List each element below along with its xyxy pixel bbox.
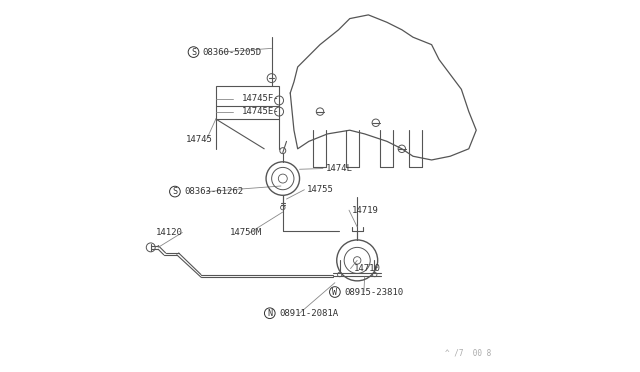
Text: 14710: 14710	[353, 264, 380, 273]
Text: 14745E-: 14745E-	[242, 107, 280, 116]
Text: N: N	[268, 309, 272, 318]
Text: 14745F-: 14745F-	[242, 94, 280, 103]
Text: 08911-2081A: 08911-2081A	[279, 309, 338, 318]
Bar	[216, 86, 279, 119]
Text: 14755: 14755	[307, 185, 334, 194]
Text: 14745: 14745	[186, 135, 213, 144]
Text: S: S	[191, 48, 196, 57]
Text: 1474L: 1474L	[326, 164, 353, 173]
Text: 08363-61262: 08363-61262	[184, 187, 243, 196]
Text: W: W	[332, 288, 337, 296]
Text: 14750M: 14750M	[230, 228, 262, 237]
Text: ^ /7  00 8: ^ /7 00 8	[445, 348, 491, 357]
Text: 14120: 14120	[156, 228, 182, 237]
Text: 08360-5205D: 08360-5205D	[203, 48, 262, 57]
Text: 08915-23810: 08915-23810	[344, 288, 403, 296]
Text: 14719: 14719	[351, 206, 378, 215]
Text: S: S	[172, 187, 177, 196]
